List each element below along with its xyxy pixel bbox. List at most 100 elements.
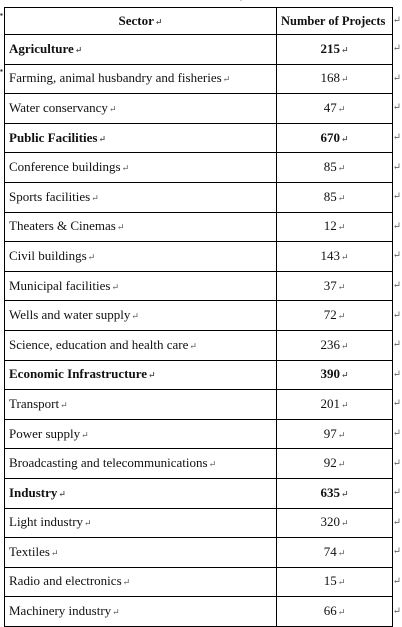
project-count: 85 bbox=[323, 159, 337, 175]
row-end-mark: ↵ bbox=[392, 398, 401, 410]
paragraph-mark: ↵ bbox=[337, 429, 346, 440]
sector-row: Farming, animal husbandry and fisheries↵… bbox=[4, 63, 393, 95]
sector-row: Light industry↵ 320↵ bbox=[4, 507, 393, 539]
category-name: Industry bbox=[9, 484, 58, 500]
project-count-cell: 92↵ bbox=[276, 448, 393, 479]
paragraph-mark: ↵ bbox=[337, 192, 346, 203]
project-count: 92 bbox=[323, 455, 337, 471]
project-count: 37 bbox=[323, 277, 337, 293]
category-total-cell: 390↵ bbox=[276, 359, 393, 391]
paragraph-mark: ↵ bbox=[74, 44, 83, 55]
sector-row: Radio and electronics↵ 15↵ bbox=[4, 566, 393, 598]
sector-row: Conference buildings↵ 85↵ bbox=[4, 152, 393, 183]
count-header-label: Number of Projects bbox=[281, 14, 386, 28]
project-count: 201 bbox=[320, 395, 340, 411]
paragraph-mark: ↵ bbox=[337, 459, 346, 470]
category-total-cell: 635↵ bbox=[276, 477, 393, 509]
sector-name-cell: Light industry↵ bbox=[4, 507, 277, 539]
project-count-cell: 12↵ bbox=[276, 211, 393, 243]
paragraph-mark: ↵ bbox=[340, 399, 349, 410]
sector-row: Transport↵ 201↵ bbox=[4, 389, 393, 420]
sector-name-cell: Conference buildings↵ bbox=[4, 152, 277, 183]
paragraph-mark: ↵ bbox=[121, 163, 130, 174]
paragraph-mark: ↵ bbox=[98, 133, 107, 144]
paragraph-mark: ↵ bbox=[87, 251, 96, 262]
sector-name: Sports facilities bbox=[9, 188, 91, 204]
sector-row: Machinery industry↵ 66↵ bbox=[4, 596, 393, 627]
sector-name-cell: Theaters & Cinemas↵ bbox=[4, 211, 277, 243]
paragraph-mark: ↵ bbox=[337, 281, 346, 292]
project-count-cell: 97↵ bbox=[276, 418, 393, 450]
sector-name: Municipal facilities bbox=[9, 277, 111, 293]
row-end-mark: ↵ bbox=[392, 161, 401, 173]
project-count-cell: 47↵ bbox=[276, 93, 393, 124]
sector-name-cell: Broadcasting and telecommunications↵ bbox=[4, 448, 277, 479]
row-end-mark: ↵ bbox=[392, 428, 401, 440]
paragraph-mark: ↵ bbox=[131, 311, 139, 322]
paragraph-mark: ↵ bbox=[222, 74, 231, 85]
sector-name-cell: Municipal facilities↵ bbox=[4, 270, 277, 302]
project-count-cell: 85↵ bbox=[276, 181, 393, 213]
row-end-mark: ↵ bbox=[392, 487, 401, 499]
sector-row: Water conservancy↵ 47↵ bbox=[4, 93, 393, 124]
category-name-cell: Public Facilities↵ bbox=[4, 122, 277, 154]
category-row: Agriculture↵ 215↵ bbox=[4, 34, 393, 65]
sector-name: Civil buildings bbox=[9, 247, 87, 263]
paragraph-mark: ↵ bbox=[208, 459, 217, 470]
category-name: Economic Infrastructure bbox=[9, 366, 148, 382]
project-count: 72 bbox=[323, 307, 337, 323]
sector-name: Theaters & Cinemas bbox=[9, 218, 116, 234]
paragraph-mark: ↵ bbox=[148, 370, 156, 381]
category-name: Agriculture bbox=[9, 40, 74, 56]
project-count-cell: 168↵ bbox=[276, 63, 393, 95]
project-count-cell: 37↵ bbox=[276, 270, 393, 302]
sector-name-cell: Transport↵ bbox=[4, 389, 277, 420]
paragraph-mark: ↵ bbox=[58, 488, 66, 499]
paragraph-mark: ↵ bbox=[340, 251, 349, 262]
project-count: 320 bbox=[320, 514, 340, 530]
sector-name: Farming, animal husbandry and fisheries bbox=[9, 70, 222, 86]
project-count: 236 bbox=[320, 336, 340, 352]
paragraph-mark: ↵ bbox=[111, 281, 119, 292]
paragraph-mark: ↵ bbox=[116, 222, 125, 233]
sector-row: Theaters & Cinemas↵ 12↵ bbox=[4, 211, 393, 243]
paragraph-mark: ↵ bbox=[337, 163, 346, 174]
project-count-cell: 320↵ bbox=[276, 507, 393, 539]
sector-name: Water conservancy bbox=[9, 99, 108, 115]
projects-by-sector-table: Sector↵ Number of Projects Agriculture↵ 2… bbox=[4, 7, 393, 627]
project-count: 74 bbox=[323, 543, 337, 559]
category-name-cell: Agriculture↵ bbox=[4, 34, 277, 65]
paragraph-mark: ↵ bbox=[340, 518, 349, 529]
sector-name: Transport bbox=[9, 395, 60, 411]
category-total: 215 bbox=[320, 40, 340, 56]
row-end-mark: ↵ bbox=[392, 220, 401, 232]
row-end-mark: ↵ bbox=[392, 132, 401, 144]
sector-name-cell: Power supply↵ bbox=[4, 418, 277, 450]
row-end-mark: ↵ bbox=[392, 102, 401, 114]
sector-name: Wells and water supply bbox=[9, 307, 131, 323]
sector-row: Wells and water supply↵ 72↵ bbox=[4, 300, 393, 331]
project-count-cell: 201↵ bbox=[276, 389, 393, 420]
paragraph-mark: ↵ bbox=[337, 222, 346, 233]
category-total: 670 bbox=[320, 129, 340, 145]
row-end-mark: ↵ bbox=[392, 72, 401, 84]
sector-row: Sports facilities ↵ 85↵ bbox=[4, 181, 393, 213]
sector-name: Textiles bbox=[9, 543, 50, 559]
sector-row: Broadcasting and telecommunications↵ 92↵ bbox=[4, 448, 393, 479]
paragraph-mark: ↵ bbox=[337, 103, 346, 114]
category-total: 390 bbox=[320, 366, 340, 382]
category-total: 635 bbox=[320, 484, 340, 500]
paragraph-mark: ↵ bbox=[340, 488, 349, 499]
paragraph-mark: ↵ bbox=[154, 16, 163, 27]
category-row: Public Facilities↵ 670 ↵ bbox=[4, 122, 393, 154]
sector-name-cell: Water conservancy↵ bbox=[4, 93, 277, 124]
paragraph-mark: ↵ bbox=[238, 0, 246, 5]
paragraph-mark: ↵ bbox=[60, 399, 68, 410]
paragraph-mark: ↵ bbox=[337, 547, 346, 558]
table-header-row: Sector↵ Number of Projects bbox=[4, 7, 393, 35]
paragraph-mark: ↵ bbox=[122, 577, 131, 588]
row-end-mark: ↵ bbox=[392, 457, 401, 469]
sector-name: Conference buildings bbox=[9, 159, 121, 175]
paragraph-mark: ↵ bbox=[340, 44, 349, 55]
